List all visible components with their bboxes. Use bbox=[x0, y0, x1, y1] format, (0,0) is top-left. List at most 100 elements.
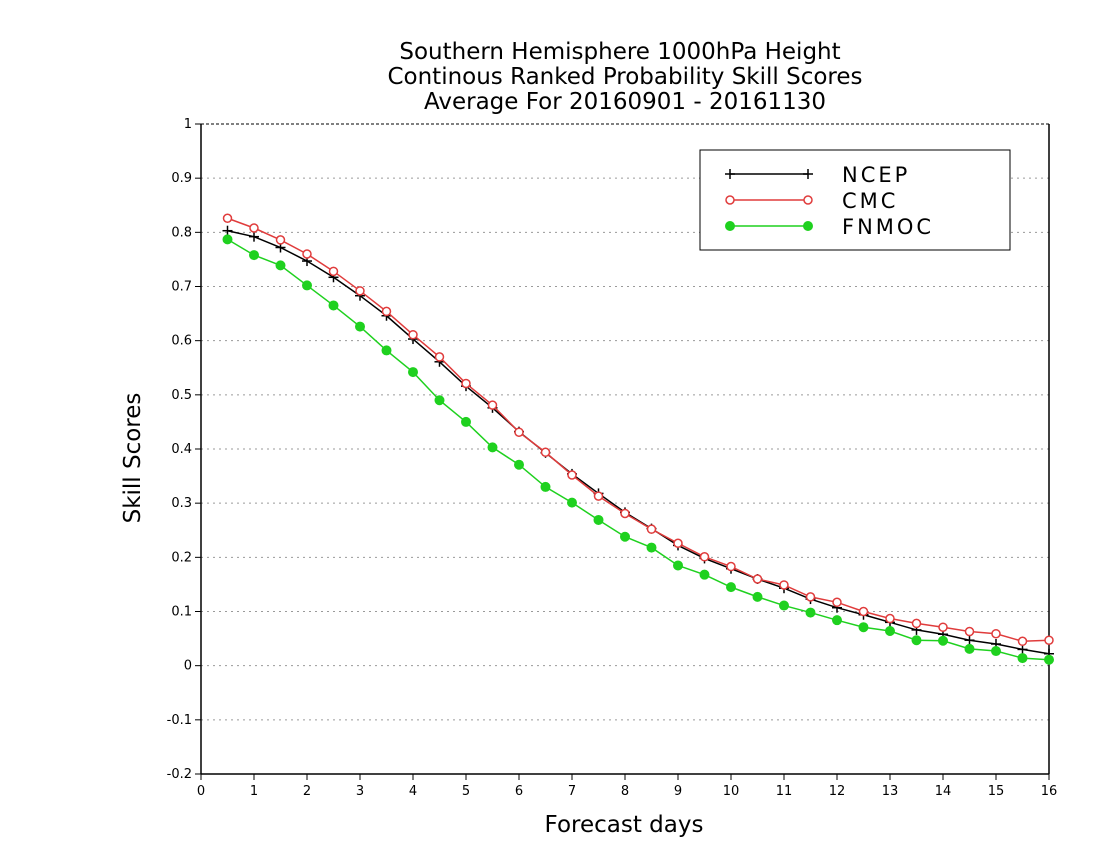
data-point bbox=[567, 470, 577, 480]
x-tick-label: 5 bbox=[462, 784, 470, 799]
data-point bbox=[461, 416, 471, 427]
series-cmc bbox=[222, 213, 1054, 647]
data-point bbox=[434, 352, 445, 362]
data-point bbox=[275, 235, 286, 245]
data-point bbox=[725, 221, 735, 231]
data-point bbox=[487, 400, 498, 410]
data-point bbox=[381, 345, 392, 356]
data-point bbox=[461, 378, 471, 389]
x-tick-label: 7 bbox=[568, 784, 576, 799]
data-point bbox=[1017, 653, 1028, 664]
x-tick-label: 1 bbox=[250, 784, 258, 799]
data-point bbox=[779, 580, 789, 590]
data-point bbox=[964, 635, 975, 646]
data-point bbox=[938, 635, 948, 646]
data-point bbox=[779, 600, 789, 611]
x-axis-label: Forecast days bbox=[545, 812, 704, 838]
y-axis-label: Skill Scores bbox=[120, 393, 146, 524]
x-tick-label: 2 bbox=[303, 784, 311, 799]
y-tick-label: 0 bbox=[184, 659, 192, 674]
series-line bbox=[227, 229, 1050, 655]
x-tick-label: 8 bbox=[621, 784, 629, 799]
y-tick-label: -0.2 bbox=[167, 767, 192, 782]
data-point bbox=[593, 514, 604, 525]
data-point bbox=[726, 561, 736, 572]
x-tick-label: 12 bbox=[829, 784, 846, 799]
data-point bbox=[1044, 635, 1054, 645]
data-point bbox=[725, 169, 735, 179]
data-point bbox=[302, 280, 312, 291]
y-tick-label: 0.2 bbox=[171, 550, 192, 565]
data-point bbox=[964, 643, 975, 654]
series-line bbox=[227, 217, 1050, 643]
data-point bbox=[832, 597, 842, 608]
chart-title: Southern Hemisphere 1000hPa Height Conti… bbox=[387, 39, 862, 115]
data-point bbox=[699, 552, 710, 562]
y-tick-label: 0.7 bbox=[171, 280, 192, 295]
data-point bbox=[805, 607, 816, 618]
data-point bbox=[222, 213, 233, 223]
data-point bbox=[302, 249, 312, 259]
y-tick-label: -0.1 bbox=[167, 713, 192, 728]
data-point bbox=[1044, 654, 1054, 665]
data-point bbox=[991, 646, 1001, 657]
x-tick-label: 11 bbox=[776, 784, 793, 799]
data-point bbox=[911, 618, 922, 629]
x-tick-label: 16 bbox=[1041, 784, 1058, 799]
title-line-1: Southern Hemisphere 1000hPa Height bbox=[399, 39, 840, 65]
legend-label: CMC bbox=[842, 189, 898, 213]
data-point bbox=[938, 622, 948, 632]
data-point bbox=[858, 622, 869, 633]
data-point bbox=[514, 459, 524, 470]
data-point bbox=[275, 260, 286, 271]
x-tick-label: 4 bbox=[409, 784, 417, 799]
series-ncep bbox=[222, 225, 1054, 659]
series-fnmoc bbox=[222, 234, 1054, 665]
axes: 1 0.9 0.8 0.7 0.6 0.5 0.4 0.3 0.2 0.1 0 -0.1 -0.2 0 1 2… bbox=[167, 117, 1058, 799]
y-tick-label: 0.8 bbox=[171, 225, 192, 240]
data-point bbox=[328, 300, 339, 311]
data-point bbox=[699, 569, 710, 580]
gridlines bbox=[201, 177, 1049, 721]
data-point bbox=[1017, 644, 1028, 655]
data-point bbox=[1017, 636, 1028, 647]
legend-label: NCEP bbox=[842, 163, 910, 187]
data-point bbox=[646, 542, 657, 553]
y-tick-label: 0.4 bbox=[171, 442, 192, 457]
data-point bbox=[673, 560, 683, 571]
x-tick-label: 10 bbox=[723, 784, 740, 799]
y-tick-label: 0.3 bbox=[171, 496, 192, 511]
data-point bbox=[487, 442, 498, 453]
data-point bbox=[885, 626, 895, 636]
legend-item-fnmoc: FNMOC bbox=[725, 215, 934, 239]
data-point bbox=[381, 306, 392, 317]
data-point bbox=[540, 447, 551, 457]
x-tick-label: 6 bbox=[515, 784, 523, 799]
data-point bbox=[964, 626, 975, 637]
data-point bbox=[752, 591, 763, 602]
plot-series bbox=[222, 213, 1054, 665]
data-point bbox=[249, 250, 259, 261]
data-point bbox=[803, 221, 813, 231]
x-tick-label: 0 bbox=[197, 784, 205, 799]
y-tick-label: 0.5 bbox=[171, 388, 192, 403]
data-point bbox=[858, 606, 869, 617]
legend-label: FNMOC bbox=[842, 215, 934, 239]
data-point bbox=[991, 628, 1001, 639]
legend-item-ncep: NCEP bbox=[725, 163, 910, 187]
data-point bbox=[434, 395, 445, 406]
data-point bbox=[725, 195, 735, 205]
data-point bbox=[593, 491, 604, 501]
y-tick-label: 0.6 bbox=[171, 334, 192, 349]
data-point bbox=[249, 231, 259, 242]
y-tick-label: 0.1 bbox=[171, 605, 192, 620]
data-point bbox=[408, 329, 418, 340]
data-point bbox=[805, 592, 816, 602]
data-point bbox=[249, 223, 259, 233]
title-line-2: Continous Ranked Probability Skill Score… bbox=[387, 64, 862, 90]
y-tick-label: 0.9 bbox=[171, 171, 192, 186]
data-point bbox=[328, 266, 339, 277]
title-line-3: Average For 20160901 - 20161130 bbox=[424, 89, 826, 115]
x-tick-label: 3 bbox=[356, 784, 364, 799]
